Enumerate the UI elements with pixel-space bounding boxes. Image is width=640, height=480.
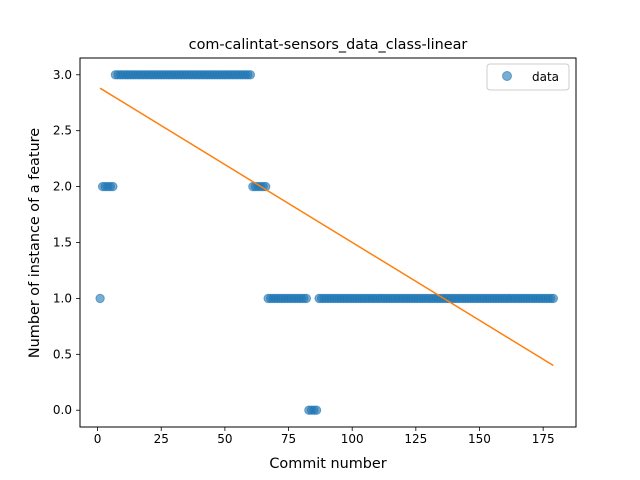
data-point (245, 70, 256, 80)
y-tick-label: 1.0 (53, 291, 72, 305)
data-point (108, 181, 118, 192)
y-tick-label: 2.0 (53, 180, 72, 194)
fit-line (99, 87, 554, 367)
x-axis: 0 25 50 75 100 125 150 175 (94, 427, 555, 446)
y-tick-label: 1.5 (53, 236, 72, 250)
legend-label: data (532, 70, 559, 84)
x-tick-label: 0 (94, 432, 102, 446)
x-tick-label: 175 (532, 432, 555, 446)
data-point (548, 293, 559, 304)
legend-box (486, 63, 570, 91)
x-tick-label: 125 (404, 432, 427, 446)
y-tick-label: 0.5 (53, 347, 72, 361)
plot-frame (79, 57, 577, 428)
x-tick-label: 150 (468, 432, 491, 446)
data-point (95, 293, 105, 304)
y-tick-label: 2.5 (53, 124, 72, 138)
y-tick-label: 3.0 (53, 68, 72, 82)
x-axis-label: Commit number (269, 456, 386, 472)
legend: data (486, 63, 570, 91)
y-axis: 0.0 0.5 1.0 1.5 2.0 2.5 3.0 (53, 68, 80, 417)
x-tick-label: 75 (281, 432, 296, 446)
y-axis-label: Number of instance of a feature (27, 128, 43, 358)
plot-area (95, 70, 559, 415)
chart-title: com-calintat-sensors_data_class-linear (189, 37, 468, 53)
x-tick-label: 100 (341, 432, 364, 446)
data-point (301, 293, 312, 304)
legend-marker (502, 71, 512, 81)
data-point (311, 405, 322, 415)
x-tick-label: 50 (217, 432, 232, 446)
x-tick-label: 25 (154, 432, 169, 446)
y-tick-label: 0.0 (53, 403, 72, 417)
